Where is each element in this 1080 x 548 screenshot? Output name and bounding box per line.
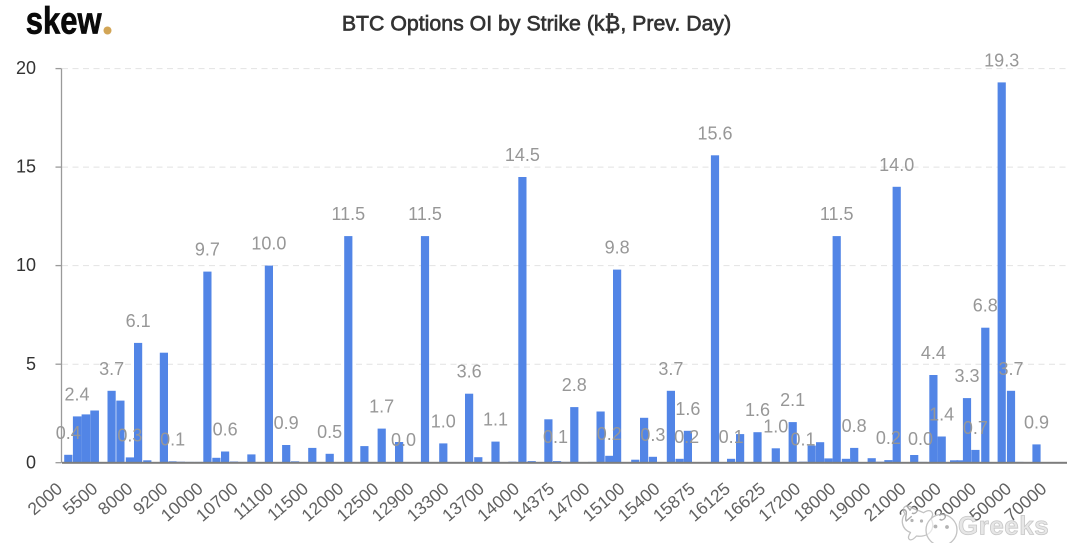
svg-text:4.4: 4.4 <box>921 343 946 363</box>
svg-text:Greeks: Greeks <box>958 511 1049 541</box>
svg-text:1.7: 1.7 <box>369 397 394 417</box>
svg-text:6.8: 6.8 <box>973 296 998 316</box>
svg-text:3.7: 3.7 <box>658 359 683 379</box>
svg-text:6.1: 6.1 <box>126 311 151 331</box>
svg-text:1.0: 1.0 <box>431 411 456 431</box>
svg-text:11.5: 11.5 <box>408 204 442 224</box>
svg-text:2.8: 2.8 <box>562 375 587 395</box>
svg-text:0.1: 0.1 <box>719 427 744 447</box>
svg-text:11.5: 11.5 <box>331 204 365 224</box>
svg-text:14.5: 14.5 <box>505 145 540 165</box>
svg-text:0.9: 0.9 <box>274 413 299 433</box>
svg-text:0.9: 0.9 <box>1024 412 1049 432</box>
svg-text:0.6: 0.6 <box>213 420 238 440</box>
svg-text:1.6: 1.6 <box>745 400 770 420</box>
svg-text:10.0: 10.0 <box>251 234 286 254</box>
svg-text:5: 5 <box>26 354 36 374</box>
svg-text:15.6: 15.6 <box>697 123 732 143</box>
svg-text:skew: skew <box>26 1 103 43</box>
svg-text:3.7: 3.7 <box>99 359 124 379</box>
svg-text:0.1: 0.1 <box>543 427 568 447</box>
svg-text:19.3: 19.3 <box>984 50 1019 70</box>
svg-text:3.7: 3.7 <box>998 359 1023 379</box>
svg-text:1.4: 1.4 <box>929 405 954 425</box>
svg-text:20: 20 <box>16 58 36 78</box>
svg-text:3.6: 3.6 <box>457 362 482 382</box>
svg-text:1.6: 1.6 <box>675 399 700 419</box>
svg-text:0.1: 0.1 <box>160 429 185 449</box>
svg-text:0.4: 0.4 <box>56 423 81 443</box>
svg-text:0.1: 0.1 <box>790 430 815 450</box>
svg-text:0.5: 0.5 <box>317 422 342 442</box>
svg-text:3.3: 3.3 <box>954 366 979 386</box>
svg-text:2.1: 2.1 <box>780 390 805 410</box>
svg-text:2.4: 2.4 <box>64 384 89 404</box>
svg-text:1.1: 1.1 <box>483 410 508 430</box>
svg-text:0.0: 0.0 <box>908 429 933 449</box>
svg-text:1.0: 1.0 <box>763 416 788 436</box>
svg-text:0.3: 0.3 <box>640 425 665 445</box>
svg-text:0: 0 <box>26 452 36 472</box>
svg-text:0.0: 0.0 <box>391 430 416 450</box>
svg-text:14.0: 14.0 <box>879 155 914 175</box>
svg-text:0.3: 0.3 <box>117 425 142 445</box>
svg-text:0.7: 0.7 <box>963 418 988 438</box>
svg-text:0.2: 0.2 <box>674 427 699 447</box>
svg-text:11.5: 11.5 <box>820 204 854 224</box>
svg-text:BTC Options OI by Strike (k₿,: BTC Options OI by Strike (k₿, Prev. Day) <box>342 12 731 36</box>
svg-text:0.2: 0.2 <box>597 424 622 444</box>
svg-text:10: 10 <box>16 255 36 275</box>
svg-text:0.2: 0.2 <box>876 428 901 448</box>
svg-text:9.7: 9.7 <box>195 240 220 260</box>
svg-text:15: 15 <box>16 157 36 177</box>
svg-text:0.8: 0.8 <box>842 416 867 436</box>
svg-text:9.8: 9.8 <box>605 238 630 258</box>
